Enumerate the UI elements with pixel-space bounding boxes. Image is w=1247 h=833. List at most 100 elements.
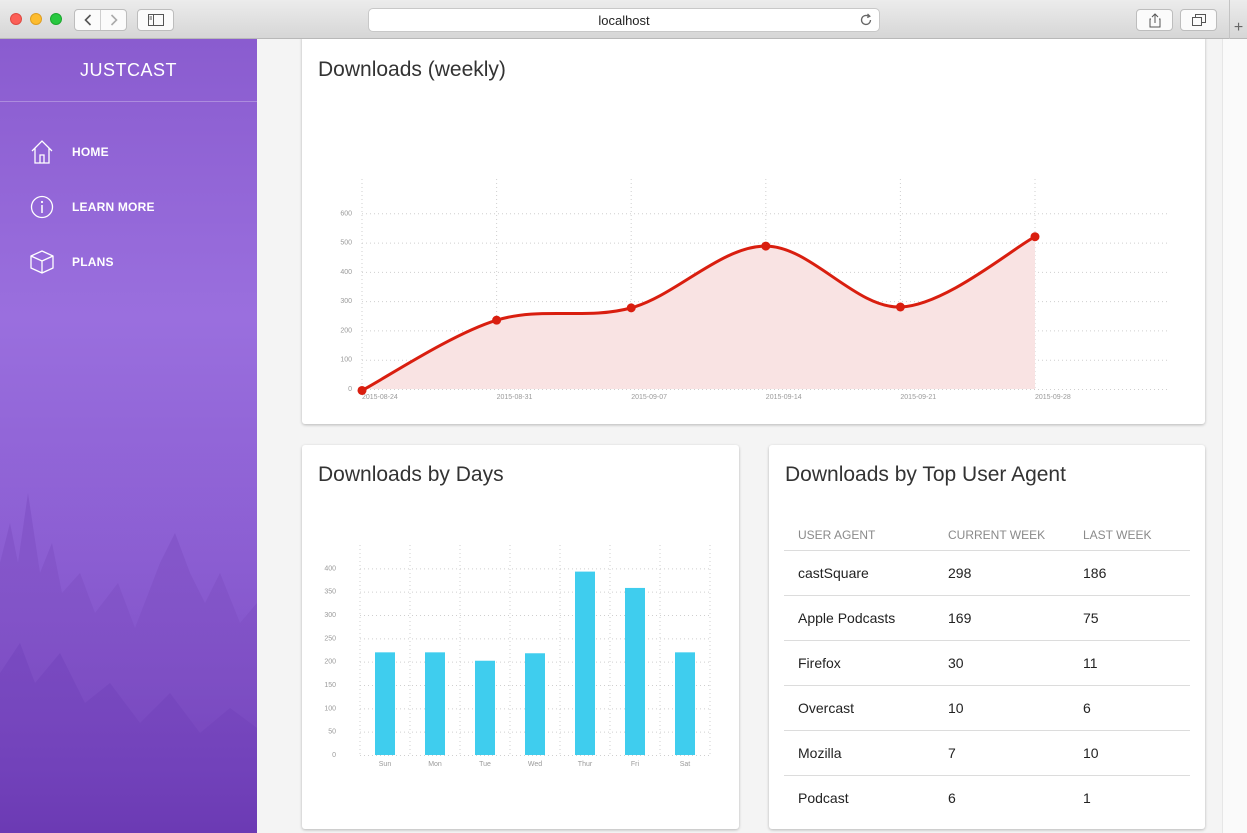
agent-name: castSquare xyxy=(784,550,934,596)
x-tick-label: 2015-09-28 xyxy=(1035,394,1071,401)
share-icon xyxy=(1149,12,1160,27)
new-tab-button[interactable]: + xyxy=(1229,0,1247,39)
last-week-value: 186 xyxy=(1069,550,1190,596)
x-tick-label: Thur xyxy=(578,761,593,768)
x-tick-label: Tue xyxy=(479,761,491,768)
reload-icon[interactable] xyxy=(859,13,873,27)
agent-name: Apple Podcasts xyxy=(784,595,934,641)
last-week-value: 11 xyxy=(1069,640,1190,686)
y-tick-label: 200 xyxy=(340,327,352,334)
sidebar-toggle-button[interactable] xyxy=(137,9,174,31)
days-downloads-card: Downloads by Days 0 50 100 150 200 250 300 350 4… xyxy=(302,445,739,829)
plus-icon: + xyxy=(1233,19,1244,36)
bar xyxy=(475,660,495,755)
x-tick-label: Wed xyxy=(528,761,542,768)
window-zoom-button[interactable] xyxy=(50,13,62,25)
y-tick-label: 0 xyxy=(348,386,352,393)
x-tick-label: Fri xyxy=(631,761,640,768)
main-content: Downloads (weekly) 0 100 200 300 400 500 600 20… xyxy=(257,39,1222,833)
share-button[interactable] xyxy=(1136,9,1173,31)
back-button[interactable] xyxy=(75,10,100,30)
sidebar-item-home[interactable]: HOME xyxy=(0,124,257,179)
last-week-value: 1 xyxy=(1083,789,1091,806)
y-tick-label: 0 xyxy=(332,752,336,759)
bar xyxy=(625,587,645,755)
sidebar-item-label: PLANS xyxy=(72,254,114,269)
address-text: localhost xyxy=(598,12,650,28)
y-tick-label: 100 xyxy=(340,357,352,364)
table-row: Apple Podcasts 169 75 xyxy=(784,595,1190,641)
sidebar-icon xyxy=(147,14,164,26)
address-bar[interactable]: localhost xyxy=(368,8,880,32)
weekly-downloads-card: Downloads (weekly) 0 100 200 300 400 500 600 20… xyxy=(302,39,1205,424)
agent-name: Firefox xyxy=(784,640,934,686)
days-downloads-chart[interactable]: 0 50 100 150 200 250 300 350 400 Sun Mon Tue Wed Thur… xyxy=(302,445,739,829)
x-tick-label: 2015-09-21 xyxy=(900,394,936,401)
x-tick-label: Sat xyxy=(680,761,691,768)
table-row: castSquare 298 186 xyxy=(784,550,1190,596)
y-tick-label: 300 xyxy=(324,612,336,619)
card-title: Downloads by Top User Agent xyxy=(785,463,1066,486)
table-row: Firefox 30 11 xyxy=(784,640,1190,686)
table-header-row: USER AGENT CURRENT WEEK LAST WEEK xyxy=(784,520,1190,551)
sidebar-item-label: LEARN MORE xyxy=(72,199,155,214)
data-point xyxy=(761,241,771,251)
last-week-value: 75 xyxy=(1069,595,1190,641)
sidebar: JUSTCAST HOME LEARN MORE PLANS xyxy=(0,39,257,833)
bar xyxy=(675,652,695,755)
card-title: Downloads by Days xyxy=(318,463,504,486)
y-tick-label: 400 xyxy=(324,565,336,572)
x-tick-label: 2015-09-07 xyxy=(631,394,667,401)
x-tick-label: Sun xyxy=(379,761,392,768)
card-title: Downloads (weekly) xyxy=(318,58,506,81)
last-week-value: 6 xyxy=(1069,685,1190,731)
tabs-icon xyxy=(1191,14,1206,26)
y-tick-label: 350 xyxy=(324,589,336,596)
column-header[interactable]: CURRENT WEEK xyxy=(934,520,1069,551)
user-agent-card: Downloads by Top User Agent USER AGENT C… xyxy=(769,445,1205,829)
window-minimize-button[interactable] xyxy=(30,13,42,25)
sidebar-item-label: HOME xyxy=(72,144,109,159)
column-header[interactable]: USER AGENT xyxy=(784,520,934,551)
last-week-value: 10 xyxy=(1069,730,1190,776)
chevron-right-icon xyxy=(110,14,118,26)
chevron-left-icon xyxy=(83,14,91,26)
brand-logo[interactable]: JUSTCAST xyxy=(0,39,257,102)
bar xyxy=(375,652,395,755)
x-tick-label: Mon xyxy=(428,761,442,768)
series-area xyxy=(362,236,1035,391)
y-tick-label: 300 xyxy=(340,298,352,305)
scrollbar-track[interactable] xyxy=(1222,39,1247,833)
bar xyxy=(525,653,545,755)
history-nav xyxy=(74,9,127,31)
bar xyxy=(575,571,595,755)
info-icon xyxy=(30,195,54,218)
window-close-button[interactable] xyxy=(10,13,22,25)
home-icon xyxy=(31,139,53,164)
tabs-overview-button[interactable] xyxy=(1180,9,1217,31)
data-point xyxy=(626,303,636,313)
y-tick-label: 50 xyxy=(328,729,336,736)
bar xyxy=(425,652,445,755)
weekly-downloads-chart[interactable]: 0 100 200 300 400 500 600 2015-08-24 2015-08-31 2… xyxy=(302,39,1205,424)
y-tick-label: 600 xyxy=(340,210,352,217)
sidebar-item-learn-more[interactable]: LEARN MORE xyxy=(0,179,257,234)
x-tick-label: 2015-08-24 xyxy=(362,394,398,401)
y-tick-label: 200 xyxy=(324,659,336,666)
forward-button[interactable] xyxy=(100,10,126,30)
y-tick-label: 250 xyxy=(324,635,336,642)
current-week-value: 6 xyxy=(948,789,956,806)
data-point xyxy=(1030,232,1040,242)
x-tick-label: 2015-08-31 xyxy=(497,394,533,401)
column-header[interactable]: LAST WEEK xyxy=(1069,520,1190,551)
data-point xyxy=(895,302,905,312)
y-tick-label: 150 xyxy=(324,682,336,689)
agent-name: Podcast xyxy=(798,789,849,806)
current-week-value: 169 xyxy=(934,595,1069,641)
forest-background-image xyxy=(0,453,257,833)
agent-name: Overcast xyxy=(784,685,934,731)
y-tick-label: 100 xyxy=(324,705,336,712)
agent-name: Mozilla xyxy=(784,730,934,776)
data-point xyxy=(357,385,367,395)
sidebar-item-plans[interactable]: PLANS xyxy=(0,234,257,289)
